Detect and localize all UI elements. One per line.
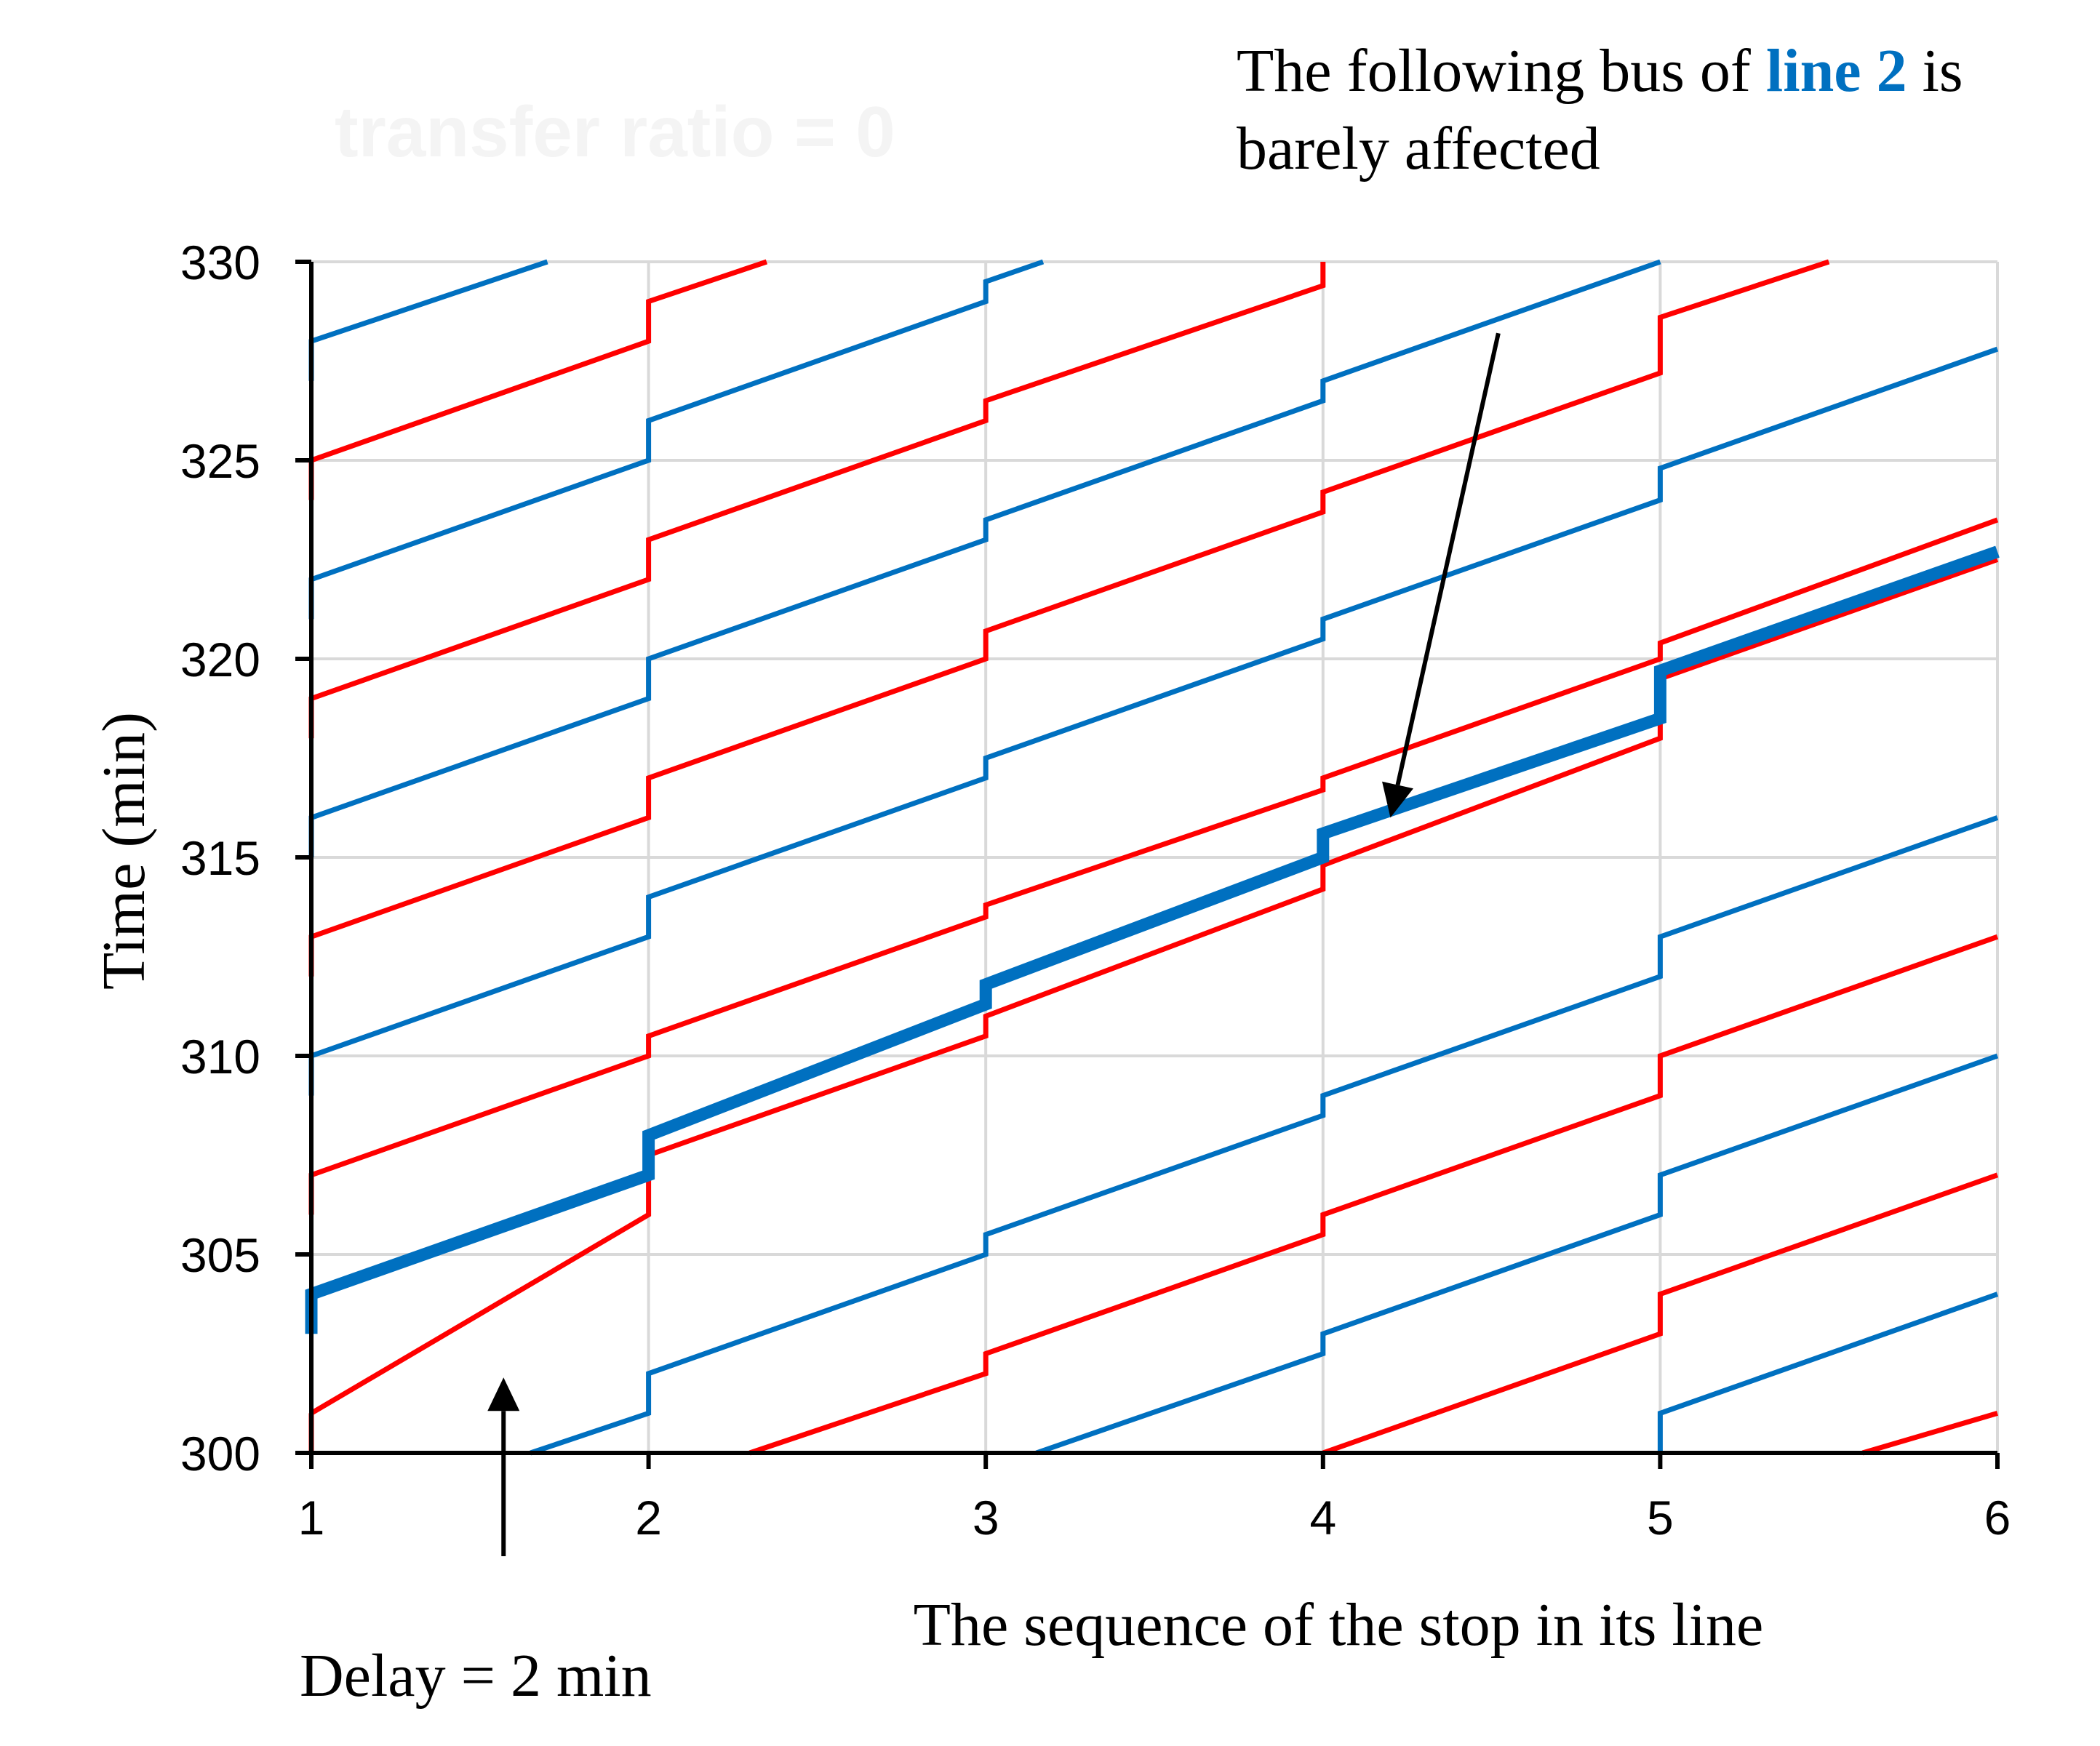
series-line-blue-10 — [308, 346, 1999, 1096]
series-line-red-5 — [308, 262, 1326, 739]
x-tick-label: 1 — [298, 1491, 325, 1545]
series-line-red-6 — [308, 259, 768, 500]
y-tick-label: 320 — [180, 633, 260, 686]
x-tick-label: 6 — [1984, 1491, 2011, 1545]
series-line-red-9 — [1861, 1411, 1998, 1456]
series-line-blue-highlight-1 — [305, 545, 2000, 1334]
series-line-blue-14 — [530, 815, 1999, 1456]
annotation-top-line1: The following bus of line 2 is — [1237, 37, 1963, 105]
y-axis-label: Time (min) — [90, 712, 158, 990]
series-line-red-8 — [1322, 1172, 1999, 1456]
annotation-arrows — [487, 332, 1501, 1556]
y-tick-label: 330 — [180, 236, 260, 289]
x-tick-label: 5 — [1647, 1491, 1674, 1545]
x-tick-label: 4 — [1309, 1491, 1336, 1545]
x-tick-label: 3 — [973, 1491, 999, 1545]
axes — [295, 260, 2000, 1469]
y-tick-label: 300 — [180, 1427, 260, 1481]
annotation-delay: Delay = 2 min — [300, 1642, 652, 1710]
x-tick-label: 2 — [635, 1491, 662, 1545]
x-axis-label: The sequence of the stop in its line — [914, 1591, 1764, 1659]
series-line-blue-16 — [1657, 1292, 1999, 1453]
series-line-red-3 — [308, 517, 1999, 1215]
y-tick-label: 305 — [180, 1228, 260, 1282]
tick-labels: 300 305 310 315 320 325 330 1 2 3 4 5 6 — [180, 236, 2011, 1545]
series-line-blue-11 — [308, 259, 1661, 857]
y-tick-label: 325 — [180, 434, 260, 488]
annotation-top-suffix: is — [1907, 37, 1963, 105]
annotation-top-arrow-head — [1382, 781, 1413, 818]
y-tick-label: 310 — [180, 1030, 260, 1084]
series-line-red-0 — [310, 557, 1999, 1416]
series-line-blue-13 — [308, 259, 548, 381]
annotation-top-highlight: line 2 — [1766, 37, 1907, 105]
annotation-delay-arrow-head — [487, 1377, 520, 1411]
series-line-blue-15 — [1035, 1053, 1999, 1456]
annotation-top-line2: barely affected — [1237, 115, 1600, 183]
annotation-top-arrow-shaft — [1395, 332, 1501, 786]
annotation-top-prefix: The following bus of — [1237, 37, 1766, 105]
series-line-red-7 — [748, 934, 1999, 1456]
chart-title: transfer ratio = 0 — [335, 92, 895, 172]
series-line-red-4 — [308, 259, 1830, 977]
y-tick-label: 315 — [180, 831, 260, 885]
series-group — [305, 259, 2000, 1456]
